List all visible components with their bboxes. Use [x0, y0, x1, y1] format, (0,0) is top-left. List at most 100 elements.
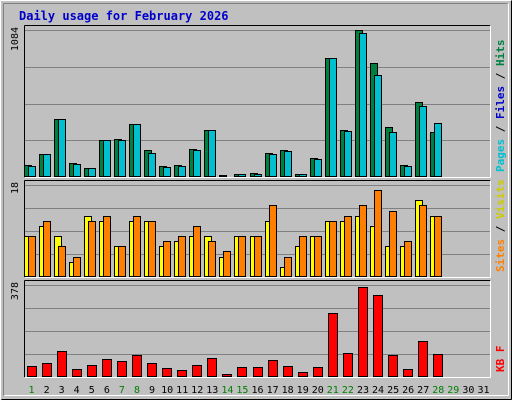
bar-sites-day-25: [389, 211, 397, 277]
panel-visits_sites: 18 Sites / Visits: [10, 179, 507, 278]
x-axis-labels: 1 2 3 4 5 6 7 8 9 10 11 12 13 14 15 16 17 18 19 20 21 22 23 24 2…: [28, 385, 489, 396]
bar-sites-day-21: [329, 221, 337, 277]
bar-kb-f-day-24: [373, 295, 383, 377]
bar-files-day-2: [43, 154, 51, 177]
x-tick-label: 27: [417, 385, 429, 396]
bar-files-day-25: [389, 132, 397, 177]
bar-files-day-10: [163, 167, 171, 177]
panels: 1084 Pages / Files / Hits 18 Sites / Visits…: [10, 25, 507, 378]
bar-kb-f-day-25: [388, 355, 398, 377]
x-tick-label: 7: [119, 385, 125, 396]
bar-kb-f-day-17: [268, 360, 278, 377]
series-files: [28, 33, 442, 177]
x-tick-label: 16: [251, 385, 263, 396]
bar-sites-day-23: [359, 205, 367, 277]
bar-files-day-8: [133, 124, 141, 177]
bar-sites-day-10: [163, 241, 171, 277]
x-tick-label: 8: [134, 385, 140, 396]
x-tick-label: 28: [432, 385, 444, 396]
legend-label-visits_sites: Sites / Visits: [494, 179, 507, 272]
plot-area: [24, 280, 491, 378]
bar-files-day-16: [254, 174, 262, 177]
bar-files-day-5: [88, 168, 96, 177]
bar-files-day-20: [314, 159, 322, 177]
bar-files-day-23: [359, 33, 367, 177]
x-tick-label: 1: [28, 385, 34, 396]
x-tick-label: 9: [149, 385, 155, 396]
bar-files-day-21: [329, 58, 337, 177]
bar-kb-f-day-11: [177, 370, 187, 377]
x-tick-label: 5: [89, 385, 95, 396]
panel-kbytes: 378 KB F: [10, 280, 507, 378]
x-tick-label: 18: [282, 385, 294, 396]
x-tick-label: 26: [402, 385, 414, 396]
legend-segment: KB F: [494, 346, 507, 373]
x-tick-label: 11: [176, 385, 188, 396]
y-max-label: 378: [10, 282, 21, 300]
bar-sites-day-8: [133, 216, 141, 277]
bar-sites-day-15: [238, 236, 246, 277]
bar-sites-day-14: [223, 251, 231, 277]
x-tick-label: 24: [372, 385, 384, 396]
bar-sites-day-1: [28, 236, 36, 277]
x-tick-label: 4: [74, 385, 80, 396]
bar-files-day-1: [28, 166, 36, 177]
bar-files-day-26: [404, 166, 412, 177]
bar-sites-day-17: [269, 205, 277, 277]
bar-sites-day-6: [103, 216, 111, 277]
y-max-label: 1084: [10, 27, 21, 51]
legend-label-kbytes: KB F: [494, 346, 507, 373]
bar-kb-f-day-15: [237, 367, 247, 377]
bar-kb-f-day-20: [313, 367, 323, 377]
x-tick-label: 13: [206, 385, 218, 396]
bar-kb-f-day-28: [433, 354, 443, 377]
x-tick-label: 29: [447, 385, 459, 396]
bar-files-day-11: [178, 166, 186, 177]
bar-sites-day-16: [254, 236, 262, 277]
bar-files-day-15: [238, 174, 246, 177]
bar-kb-f-day-18: [283, 366, 293, 377]
bar-kb-f-day-13: [207, 358, 217, 377]
bar-kb-f-day-22: [343, 353, 353, 377]
bar-files-day-3: [58, 119, 66, 177]
bar-sites-day-4: [73, 257, 81, 277]
legend-segment: Sites: [494, 239, 507, 272]
bar-files-day-22: [344, 131, 352, 177]
bar-kb-f-day-1: [27, 366, 37, 377]
series-kb-f: [27, 287, 443, 377]
bar-files-day-12: [193, 150, 201, 177]
bar-files-day-7: [118, 140, 126, 177]
panel-hits_files: 1084 Pages / Files / Hits: [10, 25, 507, 178]
x-tick-label: 12: [191, 385, 203, 396]
legend-segment: /: [494, 119, 507, 139]
x-tick-label: 31: [477, 385, 489, 396]
x-tick-label: 6: [104, 385, 110, 396]
x-tick-label: 3: [59, 385, 65, 396]
x-tick-label: 14: [221, 385, 233, 396]
x-tick-label: 2: [44, 385, 50, 396]
legend-segment: Hits: [494, 40, 507, 67]
bar-sites-day-28: [434, 216, 442, 277]
x-tick-label: 22: [342, 385, 354, 396]
bar-files-day-13: [208, 130, 216, 177]
bar-kb-f-day-2: [42, 363, 52, 377]
bar-kb-f-day-8: [132, 355, 142, 377]
x-tick-label: 30: [462, 385, 474, 396]
bar-sites-day-18: [284, 257, 292, 277]
bar-files-day-17: [269, 154, 277, 177]
bar-files-day-6: [103, 140, 111, 177]
bar-sites-day-26: [404, 241, 412, 277]
x-tick-label: 15: [236, 385, 248, 396]
bar-sites-day-20: [314, 236, 322, 277]
bar-kb-f-day-3: [57, 351, 67, 377]
bar-kb-f-day-14: [222, 374, 232, 377]
bar-sites-day-3: [58, 246, 66, 277]
bar-kb-f-day-23: [358, 287, 368, 377]
bar-files-day-28: [434, 123, 442, 177]
bar-sites-day-12: [193, 226, 201, 277]
bar-sites-day-11: [178, 236, 186, 277]
bar-kb-f-day-5: [87, 365, 97, 377]
chart-title: Daily usage for February 2026: [19, 9, 229, 23]
legend-segment: Files: [494, 86, 507, 119]
